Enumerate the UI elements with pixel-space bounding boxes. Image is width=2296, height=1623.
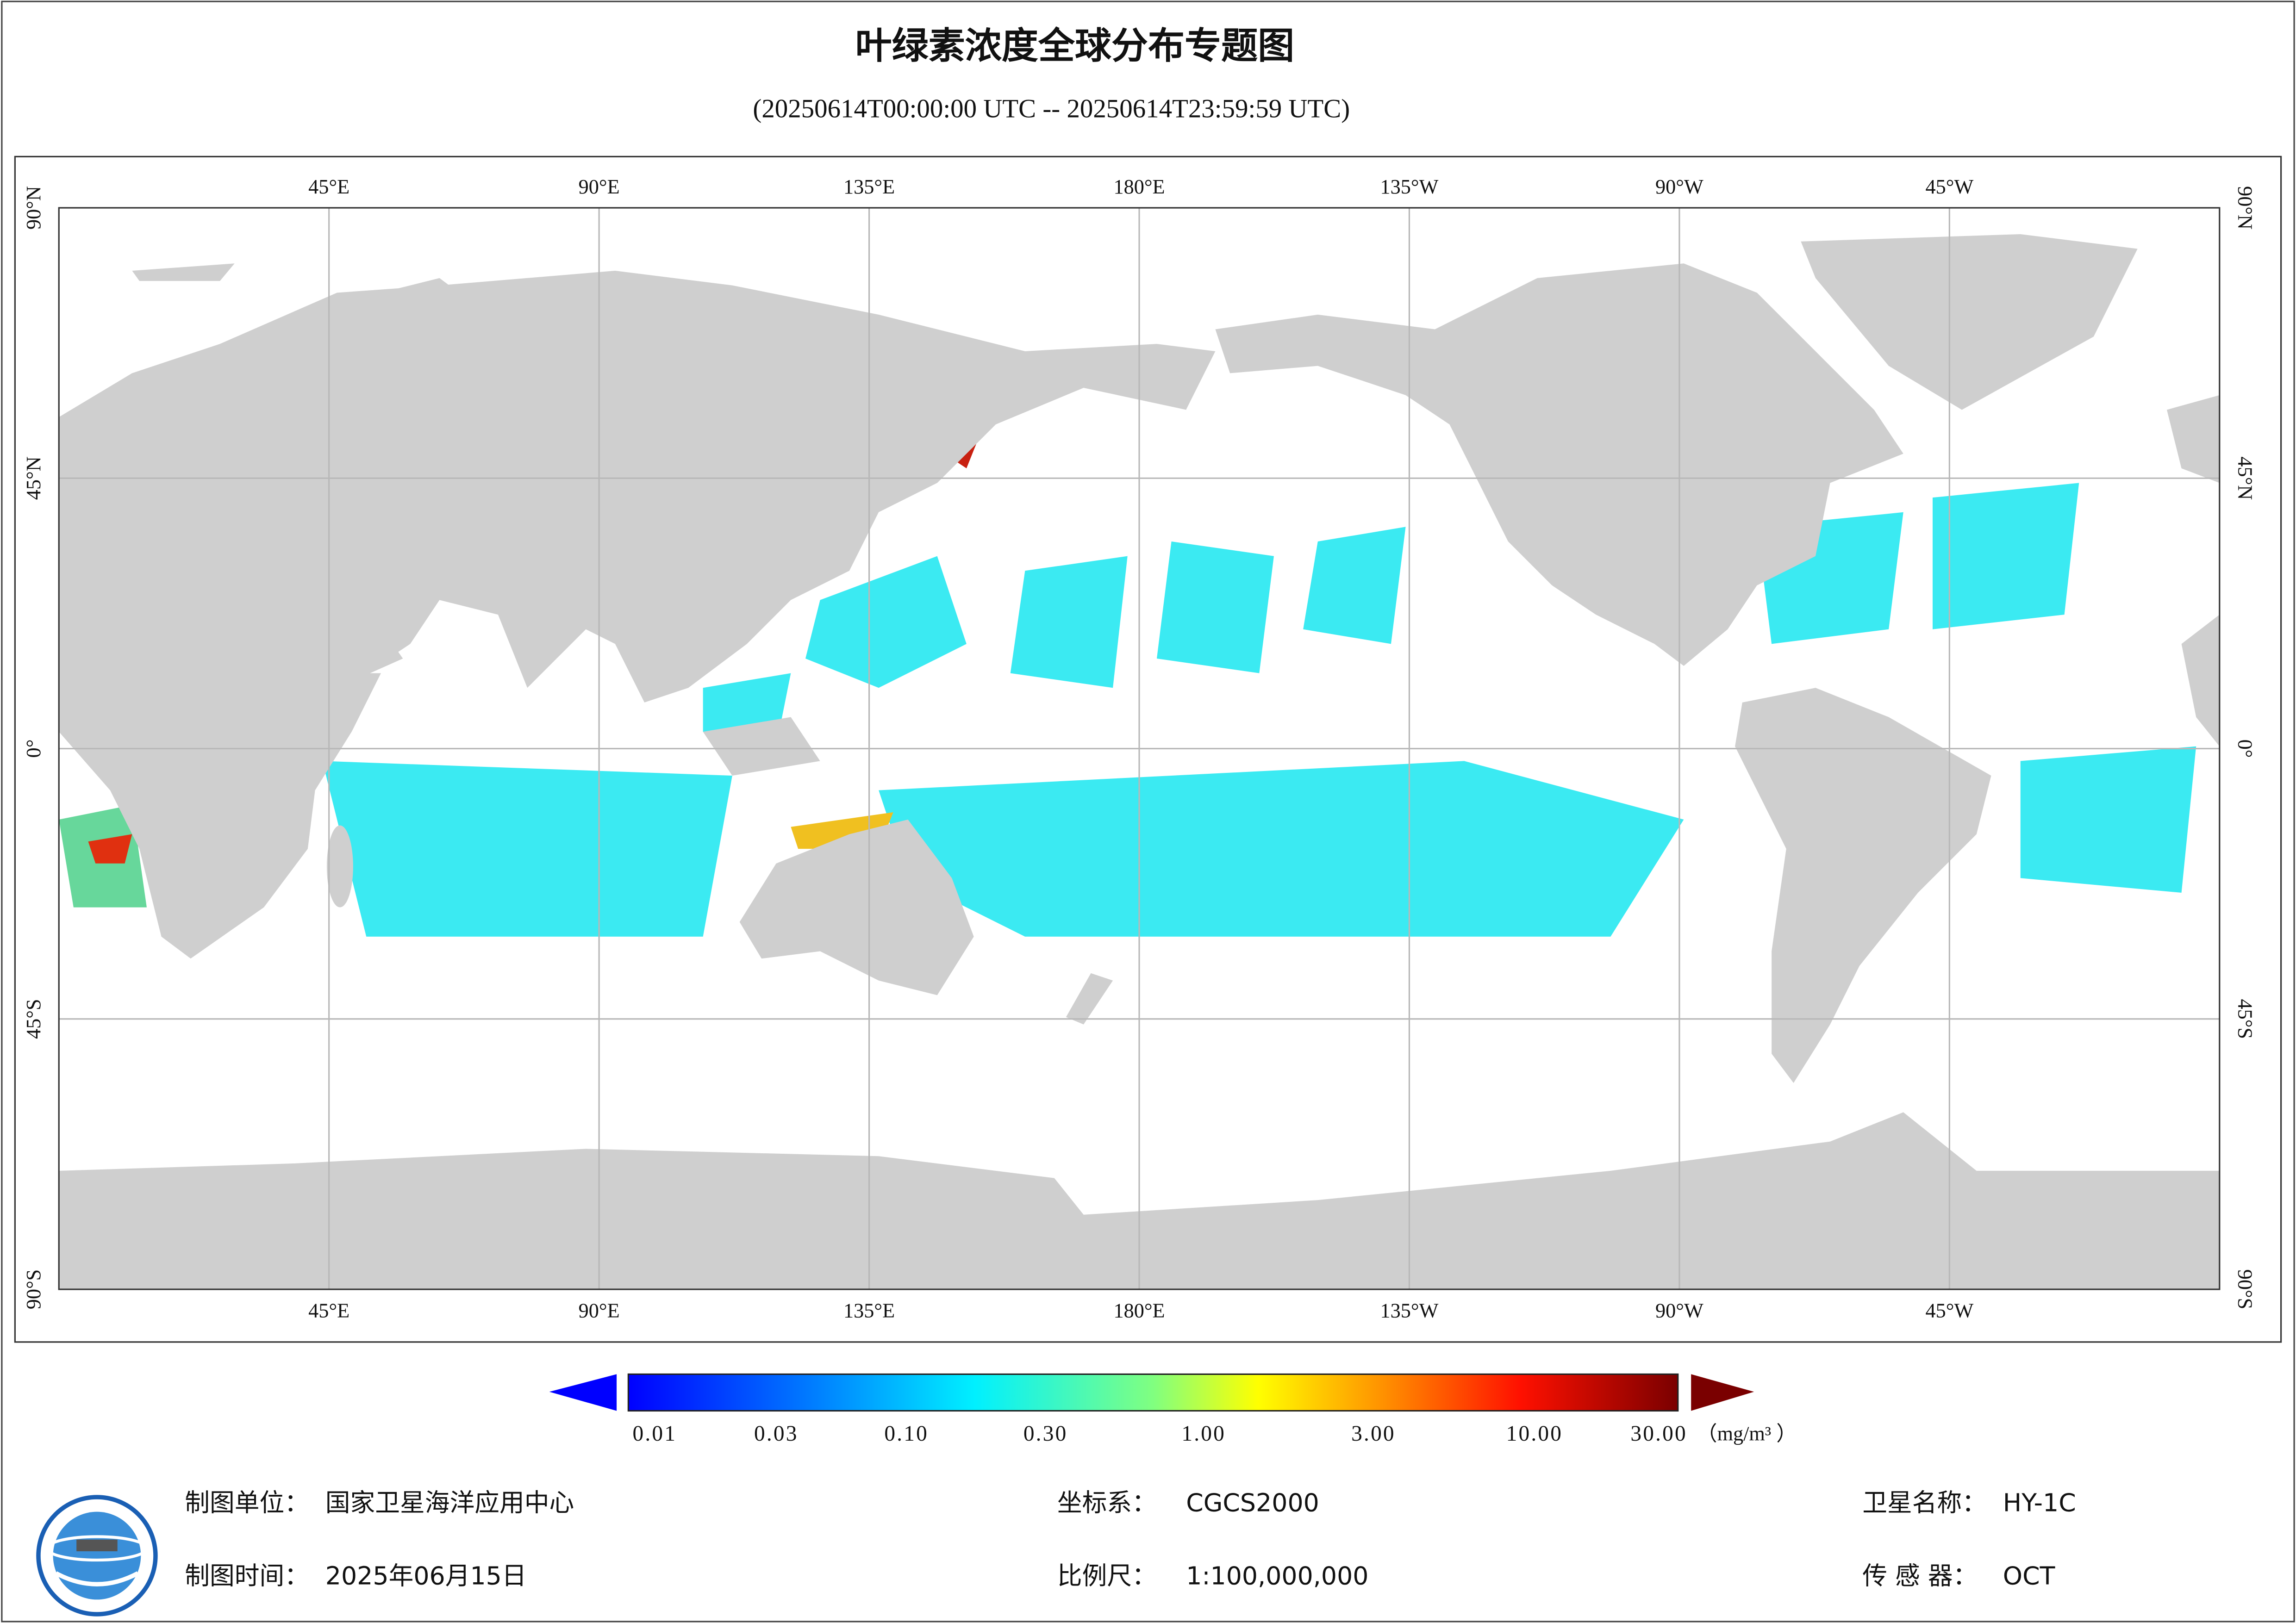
colorbar-ticks: 0.01 0.03 0.10 0.30 1.00 3.00 10.00 30.00 (632, 1422, 1687, 1446)
footer-label: 比例尺： (1057, 1561, 1157, 1591)
footer-value: OCT (2003, 1561, 2055, 1591)
colorbar-ramp (627, 1373, 1679, 1412)
lon-label-top: 90°W (1655, 175, 1703, 198)
colorbar-tick-label: 0.10 (884, 1422, 929, 1446)
footer-label: 制图单位： (185, 1488, 309, 1517)
logo (36, 1495, 158, 1617)
lat-label-right: 90°N (2234, 186, 2256, 230)
lon-label-bottom: 135°W (1380, 1300, 1439, 1322)
lat-label-left: 90°N (22, 186, 45, 230)
lat-label-left: 45°S (22, 999, 45, 1039)
lat-label-right: 45°N (2234, 456, 2256, 500)
colorbar-tick-label: 30.00 (1630, 1422, 1687, 1446)
footer-value: HY-1C (2003, 1488, 2076, 1517)
lon-label-top: 45°W (1925, 175, 1973, 198)
colorbar-tick-label: 0.01 (632, 1422, 677, 1446)
lon-label-top: 90°E (579, 175, 620, 198)
subtitle: (20250614T00:00:00 UTC -- 20250614T23:59… (753, 94, 1350, 123)
lon-label-top: 45°E (308, 175, 349, 198)
lat-label-left: 90°S (22, 1269, 45, 1310)
footer-value: 2025年06月15日 (325, 1561, 527, 1591)
footer-value: 国家卫星海洋应用中心 (325, 1488, 574, 1517)
footer-label: 传 感 器： (1862, 1561, 1978, 1591)
footer-value: 1:100,000,000 (1186, 1561, 1368, 1591)
lon-label-bottom: 90°W (1655, 1300, 1703, 1322)
colorbar-unit: （mg/m³ ） (1697, 1422, 1797, 1445)
lon-label-bottom: 45°W (1925, 1300, 1973, 1322)
lon-label-bottom: 90°E (579, 1300, 620, 1322)
lon-label-top: 135°E (843, 175, 895, 198)
lat-label-right: 90°S (2234, 1269, 2256, 1310)
map-border (58, 207, 2221, 1290)
lat-label-right: 0° (2234, 740, 2256, 758)
lon-label-top: 180°E (1113, 175, 1165, 198)
lon-label-top: 135°W (1380, 175, 1439, 198)
colorbar-tick-label: 1.00 (1181, 1422, 1226, 1446)
colorbar-over-arrow (1691, 1374, 1754, 1411)
lat-label-left: 45°N (22, 456, 45, 500)
colorbar: 0.01 0.03 0.10 0.30 1.00 3.00 10.00 30.00 （mg/m… (549, 1373, 1797, 1446)
colorbar-under-arrow (549, 1374, 617, 1411)
title: 叶绿素浓度全球分布专题图 (855, 25, 1295, 67)
graticule: 45°E 45°E 90°E 90°E 135°E 135°E 180°E 180°E 135°… (22, 175, 2256, 1322)
map-frame (14, 155, 2282, 1343)
lon-label-bottom: 135°E (843, 1300, 895, 1322)
lon-label-bottom: 45°E (308, 1300, 349, 1322)
footer-label: 坐标系： (1057, 1488, 1157, 1517)
footer-label: 卫星名称： (1862, 1488, 1987, 1517)
map: 45°E 45°E 90°E 90°E 135°E 135°E 180°E 180°E 135°… (22, 175, 2256, 1322)
colorbar-tick-label: 0.03 (754, 1422, 799, 1446)
colorbar-tick-label: 10.00 (1506, 1422, 1563, 1446)
lat-label-right: 45°S (2234, 999, 2256, 1039)
footer-value: CGCS2000 (1186, 1488, 1319, 1517)
lat-label-left: 0° (22, 740, 45, 758)
colorbar-tick-label: 0.30 (1023, 1422, 1068, 1446)
lon-label-bottom: 180°E (1113, 1300, 1165, 1322)
colorbar-tick-label: 3.00 (1351, 1422, 1396, 1446)
footer-label: 制图时间： (185, 1561, 309, 1591)
